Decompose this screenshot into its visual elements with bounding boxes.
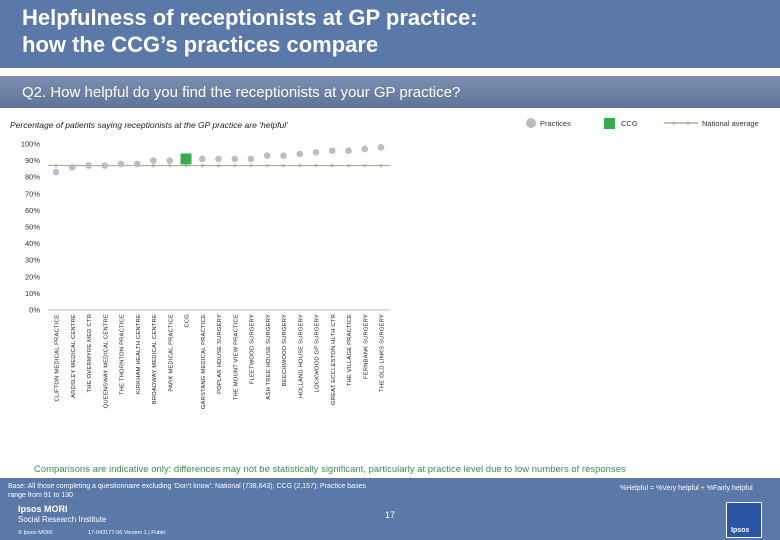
category-label: ARDSLEY MEDICAL CENTRE [71,314,77,398]
practice-marker [150,157,157,164]
legend-ccg-label: CCG [621,119,638,128]
practice-marker [68,163,76,171]
national-average-dot [265,164,269,167]
national-average-dot [168,164,172,167]
legend-practices-label: Practices [540,119,571,128]
ipsos-logo-text: Ipsos [731,527,750,534]
chart-subtitle: Percentage of patients saying receptioni… [10,120,288,130]
practice-marker [377,144,385,151]
page-title: Helpfulness of receptionists at GP pract… [22,4,762,58]
national-average-dot [184,164,188,167]
category-label: THE OLD LINKS SURGERY [380,314,386,392]
chart-area: 0% 10% 20% 30% 40% 50% 60% 70% 80% 90% 100% CLIFTON… [21,140,390,409]
y-tick-label: 10% [25,289,40,298]
category-label: GARSTANG MEDICAL PRACTICE [201,314,207,409]
practice-marker [198,155,206,163]
y-tick-label: 50% [25,223,40,232]
y-tick-label: 80% [25,173,40,182]
national-average-dot [314,164,318,167]
category-label: FLEETWOOD SURGERY [250,314,256,384]
national-average-dot [347,164,350,167]
category-label: CCG [185,314,191,328]
national-average-dot [152,164,155,167]
ipsos-logo-box: Ipsos [726,502,762,538]
title-line-2: how the CCG’s practices compare [22,32,379,57]
report-reference: 17-043177-06 Version 1 | Public [88,530,167,536]
practice-marker [328,147,336,154]
legend-national-dot-1 [672,121,676,125]
practice-marker [101,162,109,169]
y-tick-label: 0% [29,306,40,315]
category-label: THE VILLAGE PRACTICE [347,314,353,386]
y-tick-label: 20% [25,272,40,281]
question-bar [0,76,780,108]
practice-marker [85,162,92,169]
title-line-1: Helpfulness of receptionists at GP pract… [22,5,478,30]
y-tick-label: 100% [21,140,41,149]
practice-marker [280,152,287,159]
practice-marker [345,147,352,154]
national-average-dot [379,164,383,167]
category-label: PARK MEDICAL PRACTICE [168,314,174,392]
practice-marker [166,157,174,164]
practice-marker [52,168,60,176]
category-label: THE MOUNT VIEW PRACTICE [233,314,239,400]
practice-marker [133,160,141,168]
category-label: BEECHWOOD SURGERY [282,314,288,386]
national-average-dot [233,164,237,167]
question-text: Q2. How helpful do you find the receptio… [22,84,461,101]
comparisons-note: Comparisons are indicative only: differe… [34,464,626,475]
practice-marker [361,145,369,153]
y-tick-label: 60% [25,206,40,215]
header-bar [0,0,780,68]
national-average-dot [330,164,334,167]
y-tick-label: 70% [25,189,40,198]
national-average-dot [217,164,220,167]
national-average-dot [298,164,302,167]
category-label: KIRKHAM HEALTH CENTRE [136,314,142,394]
national-average-dot [200,164,204,167]
category-label: FERNBANK SURGERY [363,314,369,379]
copyright: © Ipsos MORI [18,530,53,536]
national-average-dot [249,164,253,167]
base-note: Base: All those completing a questionnai… [8,483,366,499]
category-label: QUEENSWAY MEDICAL CENTRE [103,314,109,408]
legend-national-dot-2 [686,121,690,125]
practice-marker [263,152,271,159]
practice-marker [215,155,222,163]
helpful-definition: %Helpful = %Very helpful + %Fairly helpf… [620,485,753,492]
chart-legend: Practices CCG National average [520,116,776,132]
category-label: ASH TREE HOUSE SURGERY [266,314,272,400]
practice-marker [231,155,239,163]
national-average-dot [363,164,367,167]
legend-national-label: National average [702,119,759,128]
institute-name: Social Research Institute [18,515,107,524]
category-label: GREAT ECCLESTON HLTH CTR [331,314,337,405]
y-tick-label: 90% [25,156,40,165]
category-label: LOCKWOOD GP SURGERY [315,314,321,392]
practice-marker [296,150,304,158]
category-label: THE THORNTON PRACTICE [120,314,126,395]
legend-practice-marker [526,118,536,128]
ccg-marker [180,153,192,165]
practice-marker [117,160,125,168]
category-label: HOLLAND HOUSE SURGERY [298,314,304,398]
page-number: 17 [385,510,396,520]
national-average-dot [54,164,58,167]
legend-ccg-marker [604,118,615,129]
ipsos-mori-logo: Ipsos MORI [18,504,68,514]
category-label: CLIFTON MEDICAL PRACTICE [55,314,61,402]
y-tick-label: 40% [25,239,40,248]
category-label: BROADWAY MEDICAL CENTRE [152,314,158,404]
national-average-dot [282,164,285,167]
category-label: POPLAR HOUSE SURGERY [217,314,223,394]
legend-swatches [526,118,698,129]
footer-bar [0,478,780,540]
practice-marker [247,155,255,163]
category-label: THE OVERMYRE MED CTR [87,314,93,392]
practice-marker [312,149,320,156]
y-tick-label: 30% [25,256,40,265]
